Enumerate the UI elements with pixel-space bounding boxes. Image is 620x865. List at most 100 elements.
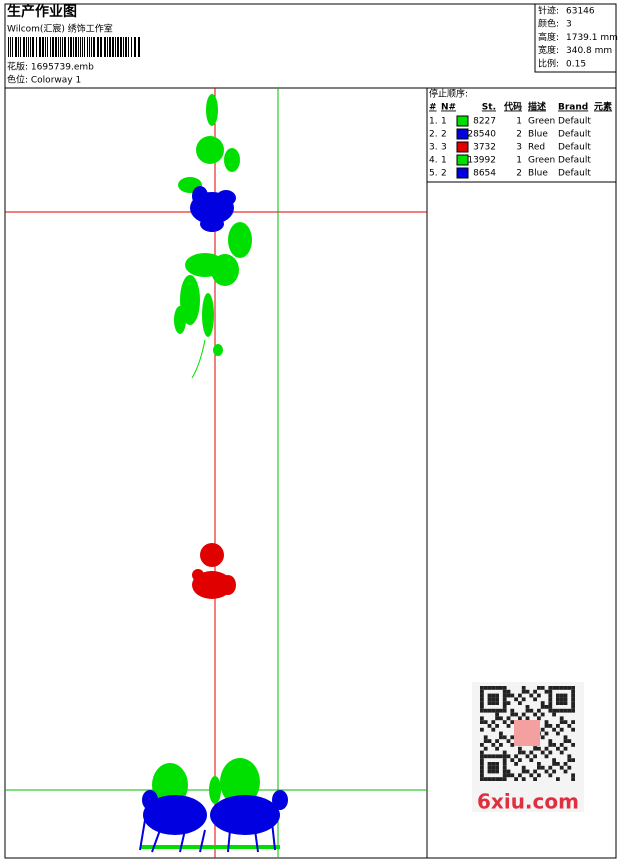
row-stitches: 28540: [467, 130, 496, 140]
qr-module: [491, 697, 496, 702]
qr-module: [537, 693, 541, 698]
row-stitches: 3732: [473, 143, 496, 153]
qr-module: [480, 689, 484, 694]
qr-module: [544, 746, 549, 751]
bar: [91, 37, 92, 57]
qr-module: [540, 735, 545, 740]
bar: [123, 37, 124, 57]
qr-module: [537, 716, 541, 721]
qr-module: [525, 708, 530, 713]
qr-module: [556, 731, 560, 736]
qr-module: [514, 712, 518, 717]
bar: [26, 37, 27, 57]
qr-module: [491, 743, 496, 747]
bar: [45, 37, 46, 57]
blue-flower: [190, 186, 236, 232]
qr-module: [548, 693, 553, 698]
qr-module: [480, 720, 484, 724]
qr-module: [556, 693, 560, 698]
info-label: 宽度:: [538, 44, 559, 56]
qr-module: [552, 727, 556, 732]
bar: [104, 37, 106, 57]
qr-module: [491, 727, 496, 732]
red-flower: [192, 543, 236, 599]
info-value: 340.8 mm: [566, 46, 612, 56]
bar: [52, 37, 54, 57]
qr-module: [571, 758, 575, 762]
bar: [58, 37, 59, 57]
qr-module: [521, 689, 526, 694]
qr-module: [571, 686, 575, 690]
qr-module: [495, 769, 499, 774]
bar: [18, 37, 19, 57]
qr-module: [480, 750, 484, 755]
qr-module: [567, 708, 572, 713]
bar: [64, 37, 66, 57]
qr-module: [540, 701, 545, 705]
qr-module: [556, 762, 560, 766]
row-code: 2: [516, 130, 522, 140]
qr-module: [533, 746, 537, 751]
qr-module: [563, 746, 568, 751]
qr-module: [483, 720, 488, 724]
qr-module: [544, 705, 549, 709]
qr-stamp: [514, 720, 540, 746]
info-label: 颜色:: [538, 18, 559, 30]
qr-module: [559, 716, 564, 721]
qr-module: [487, 762, 492, 766]
color-swatch: [456, 154, 469, 166]
qr-module: [499, 731, 503, 736]
qr-module: [571, 727, 575, 732]
qr-module: [487, 708, 492, 713]
column-header: 元素: [594, 101, 612, 113]
info-label: 针迹:: [538, 5, 559, 17]
qr-module: [491, 720, 496, 724]
qr-module: [521, 686, 526, 690]
qr-module: [502, 750, 507, 755]
qr-module: [544, 720, 549, 724]
qr-module: [495, 765, 499, 770]
barcode: [8, 37, 140, 57]
watermark: 6xiu.com: [477, 790, 579, 814]
qr-module: [571, 720, 575, 724]
qr-module: [518, 750, 522, 755]
qr-module: [548, 739, 553, 743]
qr-module: [548, 686, 553, 690]
qr-module: [540, 705, 545, 709]
qr-module: [514, 777, 518, 781]
qr-module: [502, 754, 507, 759]
qr-module: [480, 697, 484, 702]
qr-code: [472, 682, 584, 812]
qr-module: [480, 743, 484, 747]
qr-module: [502, 758, 507, 762]
bar: [84, 37, 85, 57]
qr-module: [537, 708, 541, 713]
qr-module: [499, 743, 503, 747]
qr-module: [499, 686, 503, 690]
row-description: Red: [528, 143, 545, 153]
qr-module: [563, 708, 568, 713]
page-border: [4, 3, 617, 859]
qr-module: [559, 727, 564, 732]
qr-module: [521, 712, 526, 717]
qr-module: [559, 720, 564, 724]
qr-module: [514, 754, 518, 759]
bar: [23, 37, 25, 57]
bar: [12, 37, 13, 57]
qr-module: [495, 686, 499, 690]
qr-module: [495, 693, 499, 698]
qr-module: [525, 769, 530, 774]
column-header: #: [429, 103, 437, 113]
qr-module: [559, 750, 564, 755]
qr-module: [487, 701, 492, 705]
bar: [47, 37, 48, 57]
qr-module: [483, 739, 488, 743]
bar: [36, 37, 37, 57]
bar: [8, 37, 9, 57]
qr-module: [567, 724, 572, 728]
qr-module: [548, 705, 553, 709]
qr-module: [559, 765, 564, 770]
qr-module: [480, 765, 484, 770]
color-swatch: [456, 141, 469, 153]
qr-module: [480, 705, 484, 709]
